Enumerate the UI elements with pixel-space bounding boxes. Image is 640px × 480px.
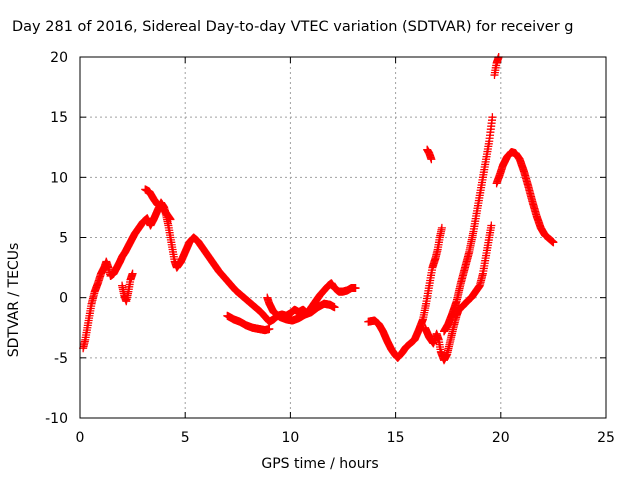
chart-title: Day 281 of 2016, Sidereal Day-to-day VTE… — [12, 19, 574, 35]
data-point — [166, 215, 175, 224]
x-tick-label: 20 — [492, 430, 510, 446]
data-point — [549, 238, 558, 247]
data-point — [488, 113, 497, 122]
y-tick-label: 15 — [50, 110, 68, 126]
data-point — [351, 284, 360, 293]
chart-grid — [80, 57, 606, 418]
x-tick-label: 5 — [181, 430, 190, 446]
x-tick-label: 0 — [76, 430, 85, 446]
data-point — [487, 221, 496, 230]
chart-points — [79, 53, 558, 365]
x-tick-label: 10 — [281, 430, 299, 446]
chart-ticks: 0 5 10 15 20 25 -10 -5 0 5 10 15 20 — [45, 50, 615, 446]
y-tick-label: -5 — [54, 351, 68, 367]
data-point — [427, 155, 436, 164]
y-tick-label: 0 — [59, 291, 68, 307]
y-tick-label: -10 — [45, 411, 68, 427]
y-tick-label: 10 — [50, 170, 68, 186]
data-point — [437, 223, 446, 232]
y-tick-label: 5 — [59, 231, 68, 247]
x-tick-label: 25 — [597, 430, 615, 446]
plot-frame — [79, 56, 607, 419]
y-tick-label: 20 — [50, 50, 68, 66]
data-point — [265, 324, 274, 333]
data-point — [128, 269, 137, 278]
x-axis-label: GPS time / hours — [261, 456, 379, 472]
x-tick-label: 15 — [387, 430, 405, 446]
y-axis-label: SDTVAR / TECUs — [6, 242, 22, 358]
data-point — [330, 303, 339, 312]
